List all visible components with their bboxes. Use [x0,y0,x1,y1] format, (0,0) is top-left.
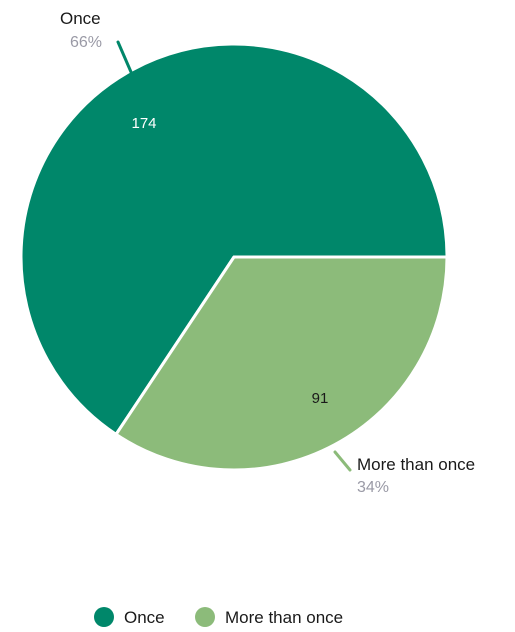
pie-slice-more-than-once [114,255,449,472]
pie-slice-once [19,42,449,436]
value-label-once: 174 [131,115,156,132]
leader-line-once [116,40,133,74]
percent-label-once: 66% [70,34,102,51]
category-label-once: Once [60,9,101,28]
legend-swatch-once [94,607,114,627]
leader-line-more-than-once [333,450,352,472]
percent-label-more-than-once: 34% [357,479,389,496]
pie-slices [19,42,449,472]
legend-swatch-more-than-once [195,607,215,627]
value-label-more-than-once: 91 [312,390,329,407]
legend-label-more-than-once: More than once [225,608,343,627]
leader-lines [116,40,352,472]
category-label-more-than-once: More than once [357,455,475,474]
slice-labels: 174 Once 66% 91 More than once 34% [60,9,475,496]
legend-label-once: Once [124,608,165,627]
legend: Once More than once [94,607,343,627]
